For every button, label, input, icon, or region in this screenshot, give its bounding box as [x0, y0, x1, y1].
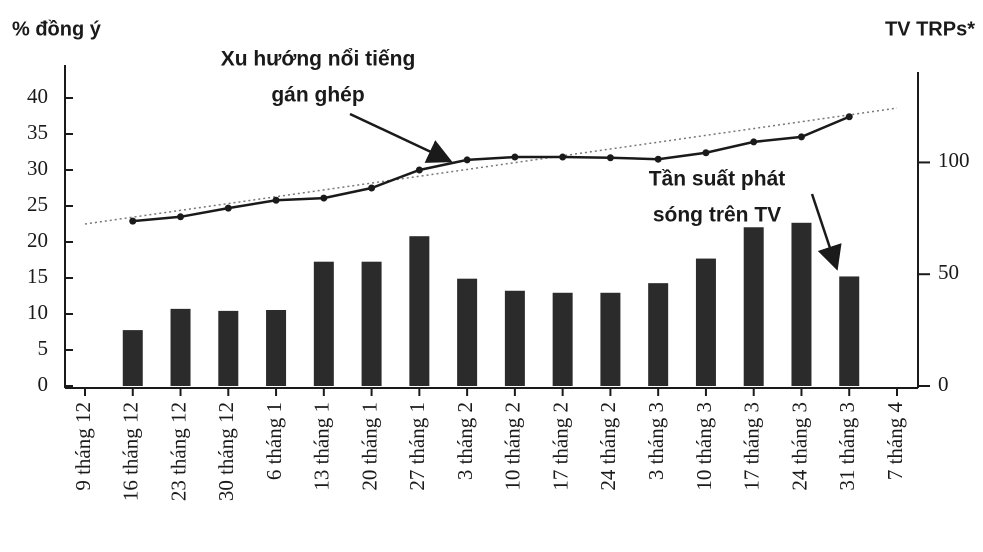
bar: [361, 261, 382, 386]
y-tick-label: 40: [27, 84, 48, 108]
bar: [791, 222, 812, 386]
point: [368, 184, 376, 192]
point: [654, 155, 662, 163]
trend-line: [84, 107, 898, 225]
x-tick-label: 10 tháng 2: [501, 402, 525, 491]
x-tick-label: 24 tháng 3: [787, 402, 811, 491]
point: [750, 138, 758, 146]
x-tick-label: 13 tháng 1: [310, 402, 334, 491]
point: [845, 113, 853, 121]
point: [224, 204, 232, 212]
point: [415, 166, 423, 174]
point: [272, 196, 280, 204]
point: [463, 156, 471, 164]
x-tick-label: 20 tháng 1: [357, 402, 381, 491]
y2-tick-label: 50: [938, 260, 959, 284]
x-tick-label: 10 tháng 3: [692, 402, 716, 491]
bar: [122, 330, 143, 386]
x-tick-label: 3 tháng 2: [453, 402, 477, 480]
y-tick-label: 35: [27, 120, 48, 144]
line: [132, 115, 850, 223]
point: [606, 154, 614, 162]
annotation: gán ghép: [271, 84, 364, 107]
y-axis-title: % đồng ý: [12, 18, 102, 40]
annotation: Tần suất phát: [649, 168, 786, 191]
bar: [839, 276, 860, 386]
y-tick-label: 30: [27, 156, 48, 180]
x-tick-label: 7 tháng 4: [883, 402, 907, 481]
annotation: sóng trên TV: [653, 204, 781, 227]
x-tick-label: 17 tháng 3: [740, 402, 764, 491]
bar: [743, 227, 764, 386]
x-tick-label: 27 tháng 1: [405, 402, 429, 491]
y-tick-label: 0: [38, 372, 49, 396]
x-tick-label: 17 tháng 2: [548, 402, 572, 491]
x-tick-label: 24 tháng 2: [596, 402, 620, 491]
point: [511, 153, 519, 161]
x-tick-label: 31 tháng 3: [835, 402, 859, 491]
x-tick-label: 3 tháng 3: [644, 402, 668, 480]
point: [129, 217, 137, 225]
bar: [170, 308, 191, 386]
annotation: Xu hướng nổi tiếng: [221, 48, 416, 71]
point: [177, 213, 185, 221]
bar: [504, 290, 525, 386]
x-tick-label: 16 tháng 12: [119, 402, 143, 501]
x-tick-label: 23 tháng 12: [166, 402, 190, 501]
y-tick-label: 15: [27, 264, 48, 288]
x-tick-label: 30 tháng 12: [214, 402, 238, 501]
y-tick-label: 5: [38, 336, 49, 360]
bar: [648, 283, 669, 386]
bar: [313, 261, 334, 386]
annotation-arrow: [349, 112, 453, 163]
bar: [600, 292, 621, 386]
x-tick-label: 9 tháng 12: [71, 402, 95, 491]
x-tick-label: 6 tháng 1: [262, 402, 286, 480]
point: [559, 153, 567, 161]
bar: [409, 236, 430, 386]
point: [702, 149, 710, 157]
y-tick-label: 25: [27, 192, 48, 216]
y2-tick-label: 100: [938, 148, 970, 172]
bar: [457, 278, 478, 386]
bar: [695, 258, 716, 386]
y2-tick-label: 0: [938, 372, 949, 396]
y-tick-label: 20: [27, 228, 48, 252]
point: [320, 194, 328, 202]
y2-axis-title: TV TRPs*: [885, 18, 975, 40]
bar: [266, 309, 287, 386]
annotation-arrow: [810, 193, 842, 271]
y-tick-label: 10: [27, 300, 48, 324]
point: [797, 133, 805, 141]
bar: [218, 310, 239, 386]
bar: [552, 292, 573, 386]
